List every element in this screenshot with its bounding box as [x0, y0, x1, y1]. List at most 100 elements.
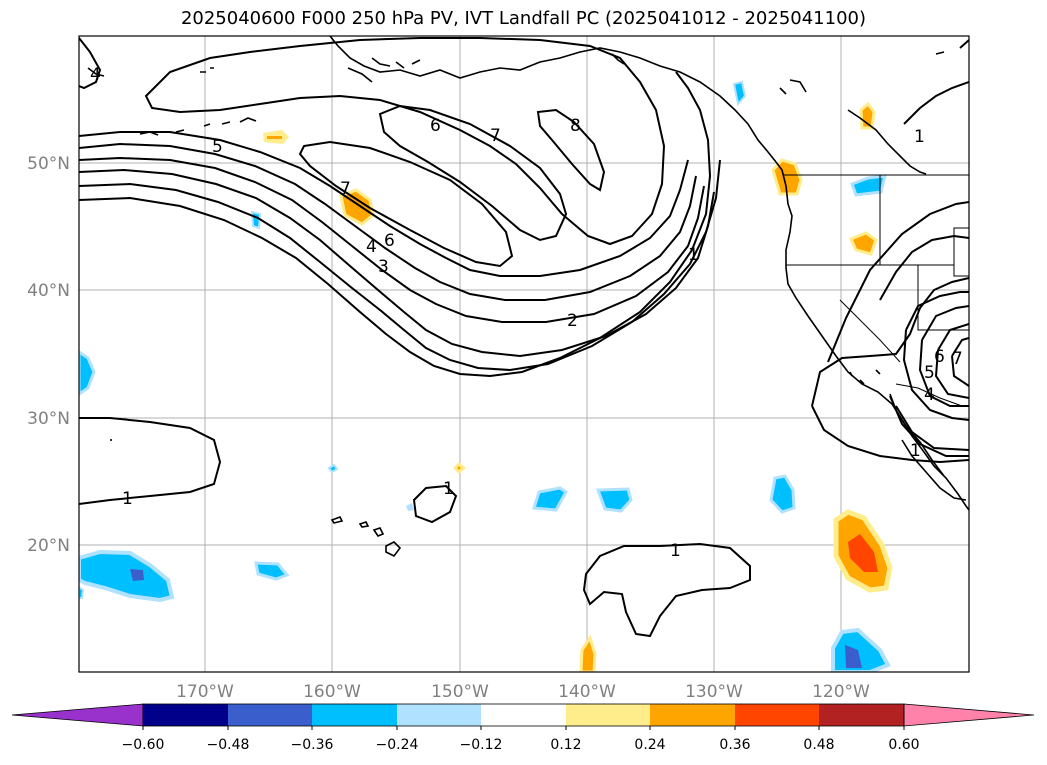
colorbar-tick-label: 0.60 — [888, 737, 919, 753]
pv-contour — [79, 71, 712, 378]
pv-contour — [903, 81, 969, 125]
coastlines — [87, 36, 969, 558]
pv-contour — [959, 39, 969, 49]
colorbar-extend-low — [11, 703, 144, 727]
colorbar-tick-label: 0.36 — [719, 737, 750, 753]
contour-label: 1 — [122, 489, 133, 509]
contour-label: 7 — [952, 349, 963, 369]
map-title: 2025040600 F000 250 hPa PV, IVT Landfall… — [180, 8, 867, 29]
lon-tick-label: 150°W — [431, 682, 489, 702]
pv-anomaly-fills — [79, 80, 893, 672]
colorbar-segment — [312, 704, 397, 726]
contour-label: 1 — [910, 441, 921, 461]
colorbar-segment — [143, 704, 228, 726]
colorbar-segment — [228, 704, 312, 726]
pv-negative-blob — [79, 350, 96, 396]
lon-tick-label: 170°W — [176, 682, 234, 702]
gridlines — [79, 36, 969, 672]
colorbar-tick-label: −0.48 — [207, 737, 250, 753]
pv-negative-blob — [79, 549, 175, 603]
pv-negative-blob — [406, 503, 414, 511]
pv-negative-blob — [595, 487, 633, 513]
pv-contour — [951, 337, 969, 387]
pv-contour — [895, 405, 969, 451]
colorbar-segment — [481, 704, 566, 726]
pv-contour — [889, 395, 969, 457]
contour-label: 4 — [90, 65, 101, 85]
pv-negative-blob — [254, 561, 290, 581]
pv-contour — [918, 305, 969, 407]
colorbar: −0.60 −0.48 −0.36 −0.24 −0.12 0.12 0.24 … — [11, 703, 1035, 753]
pv-contour — [298, 140, 514, 268]
pv-negative-blob — [732, 80, 747, 107]
pv-contour — [582, 542, 751, 638]
lat-tick-label: 30°N — [27, 409, 70, 429]
lon-tick-label: 140°W — [558, 682, 616, 702]
latitude-tick-labels: 50°N 40°N 30°N 20°N — [27, 154, 70, 556]
colorbar-segment — [819, 704, 904, 726]
pv-contour — [79, 131, 689, 277]
lat-tick-label: 40°N — [27, 281, 70, 301]
colorbar-segment — [397, 704, 481, 726]
pv-positive-blob — [848, 534, 878, 572]
colorbar-tick-label: −0.36 — [291, 737, 334, 753]
lat-tick-label: 50°N — [27, 154, 70, 174]
lon-tick-label: 120°W — [812, 682, 870, 702]
lon-tick-label: 160°W — [303, 682, 361, 702]
contour-label: 1 — [688, 245, 699, 265]
colorbar-segment — [566, 704, 650, 726]
colorbar-tick-label: −0.24 — [376, 737, 419, 753]
colorbar-segment — [735, 704, 819, 726]
pv-contours — [79, 37, 969, 638]
pv-positive-blob — [848, 231, 878, 256]
map-frame — [78, 35, 970, 673]
pv-negative-blob — [532, 486, 568, 512]
pv-contour — [144, 37, 666, 246]
contour-label: 7 — [490, 126, 501, 146]
contour-label: 6 — [384, 231, 395, 251]
contour-label: 2 — [567, 311, 578, 331]
contour-label: 1 — [443, 479, 454, 499]
pv-negative-blob — [250, 210, 262, 230]
pv-contour — [79, 168, 715, 358]
contour-label: 1 — [914, 127, 925, 147]
pv-contour — [79, 156, 705, 323]
contour-labels: 6 7 8 5 7 6 4 3 1 2 1 1 1 1 6 7 5 4 4 1 — [90, 65, 963, 561]
contour-label: 5 — [212, 137, 223, 157]
contour-label: 7 — [340, 179, 351, 199]
pv-contour — [536, 108, 606, 192]
pv-contour — [934, 323, 969, 399]
colorbar-tick-label: 0.48 — [803, 737, 834, 753]
pv-contour — [79, 37, 102, 90]
pv-negative-blob — [130, 569, 144, 581]
pv-contour — [79, 159, 721, 372]
pv-contour — [902, 291, 969, 421]
contour-label: 3 — [378, 257, 389, 277]
pv-contour — [879, 234, 969, 301]
pv-negative-blob — [845, 645, 862, 668]
pv-negative-blob — [327, 463, 339, 474]
pv-positive-blob — [267, 136, 282, 139]
pv-positive-blob — [457, 466, 461, 470]
contour-label: 8 — [570, 116, 581, 136]
pv-contour — [378, 104, 568, 242]
longitude-tick-labels: 170°W 160°W 150°W 140°W 130°W 120°W — [176, 682, 870, 702]
colorbar-tick-label: −0.60 — [122, 737, 165, 753]
pv-positive-blob — [579, 634, 597, 672]
pv-contour — [827, 201, 969, 363]
contour-label: 4 — [924, 385, 935, 405]
colorbar-segment — [650, 704, 735, 726]
lon-tick-label: 130°W — [685, 682, 743, 702]
pv-contour — [79, 142, 697, 301]
colorbar-extend-high — [903, 703, 1035, 727]
contour-label: 6 — [934, 347, 945, 367]
contour-label: 5 — [924, 363, 935, 383]
pv-contour — [79, 417, 222, 505]
contour-label: 4 — [366, 237, 377, 257]
pv-contour — [811, 277, 969, 407]
colorbar-tick-label: 0.24 — [634, 737, 665, 753]
pv-contour — [412, 484, 458, 524]
pv-negative-blob — [850, 174, 887, 197]
colorbar-tick-label: −0.12 — [460, 737, 503, 753]
